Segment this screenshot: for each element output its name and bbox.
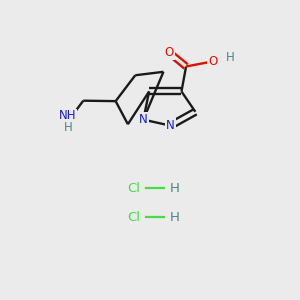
Text: NH: NH bbox=[59, 109, 76, 122]
Text: O: O bbox=[164, 46, 173, 59]
Text: N: N bbox=[139, 113, 148, 126]
Text: H: H bbox=[169, 211, 179, 224]
Text: H: H bbox=[226, 51, 234, 64]
Text: H: H bbox=[169, 182, 179, 195]
Text: Cl: Cl bbox=[128, 211, 141, 224]
Text: O: O bbox=[208, 55, 217, 68]
Text: Cl: Cl bbox=[128, 182, 141, 195]
Text: H: H bbox=[63, 121, 72, 134]
Text: N: N bbox=[166, 119, 175, 132]
